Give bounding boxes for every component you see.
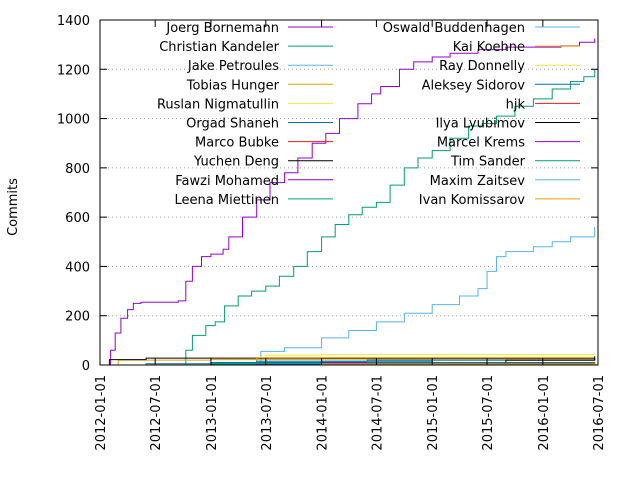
series-line <box>100 227 596 366</box>
legend: Joerg Bornemann Christian Kandeler Jake Pe… <box>157 21 580 208</box>
legend-label: Marco Bubke <box>195 136 279 151</box>
series-line <box>100 69 596 366</box>
y-tick-label: 1200 <box>57 63 90 78</box>
y-tick-label: 200 <box>65 310 90 325</box>
legend-label: Christian Kandeler <box>159 40 279 55</box>
legend-label: Ivan Komissarov <box>419 193 525 208</box>
x-tick-label: 2015-01-01 <box>426 375 441 451</box>
y-tick-label: 1400 <box>57 14 90 29</box>
legend-label: Jake Petroules <box>187 59 279 74</box>
legend-label: Joerg Bornemann <box>165 21 279 36</box>
legend-label: Ray Donnelly <box>439 59 525 74</box>
legend-label: Orgad Shaneh <box>186 117 279 132</box>
y-tick-label: 400 <box>65 260 90 275</box>
axis-ticks: 0 200 400 600 800 1000 1200 1400 2012-01-01 2012-… <box>57 14 607 451</box>
x-tick-label: 2014-07-01 <box>370 375 385 451</box>
legend-label: Kai Koehne <box>453 40 525 55</box>
legend-label: Marcel Krems <box>437 136 525 151</box>
y-tick-label: 800 <box>65 162 90 177</box>
legend-label: Tobias Hunger <box>186 78 280 93</box>
x-tick-label: 2012-07-01 <box>149 375 164 451</box>
y-tick-label: 0 <box>82 359 90 374</box>
y-axis-label: Commits <box>6 178 21 236</box>
y-tick-label: 1000 <box>57 113 90 128</box>
x-tick-label: 2014-01-01 <box>316 375 331 451</box>
plot-border <box>99 19 599 366</box>
legend-label: Yuchen Deng <box>193 155 279 170</box>
legend-label: Oswald Buddenhagen <box>383 21 525 36</box>
x-tick-label: 2012-01-01 <box>94 375 109 451</box>
plot-frame <box>99 19 599 366</box>
legend-label: Fawzi Mohamed <box>175 174 279 189</box>
legend-label: Ruslan Nigmatullin <box>157 97 279 112</box>
legend-label: Tim Sander <box>450 155 526 170</box>
x-tick-label: 2013-01-01 <box>205 375 220 451</box>
x-tick-label: 2015-07-01 <box>481 375 496 451</box>
series-line <box>100 38 596 366</box>
x-tick-label: 2013-07-01 <box>260 375 275 451</box>
y-tick-label: 600 <box>65 211 90 226</box>
x-tick-label: 2016-07-01 <box>592 375 607 451</box>
x-tick-label: 2016-01-01 <box>537 375 552 451</box>
legend-label: Leena Miettinen <box>175 193 279 208</box>
legend-label: Aleksey Sidorov <box>422 78 526 93</box>
legend-label: hjk <box>506 97 526 112</box>
legend-label: Maxim Zaitsev <box>430 174 526 189</box>
legend-label: Ilya Lyubimov <box>436 117 526 132</box>
